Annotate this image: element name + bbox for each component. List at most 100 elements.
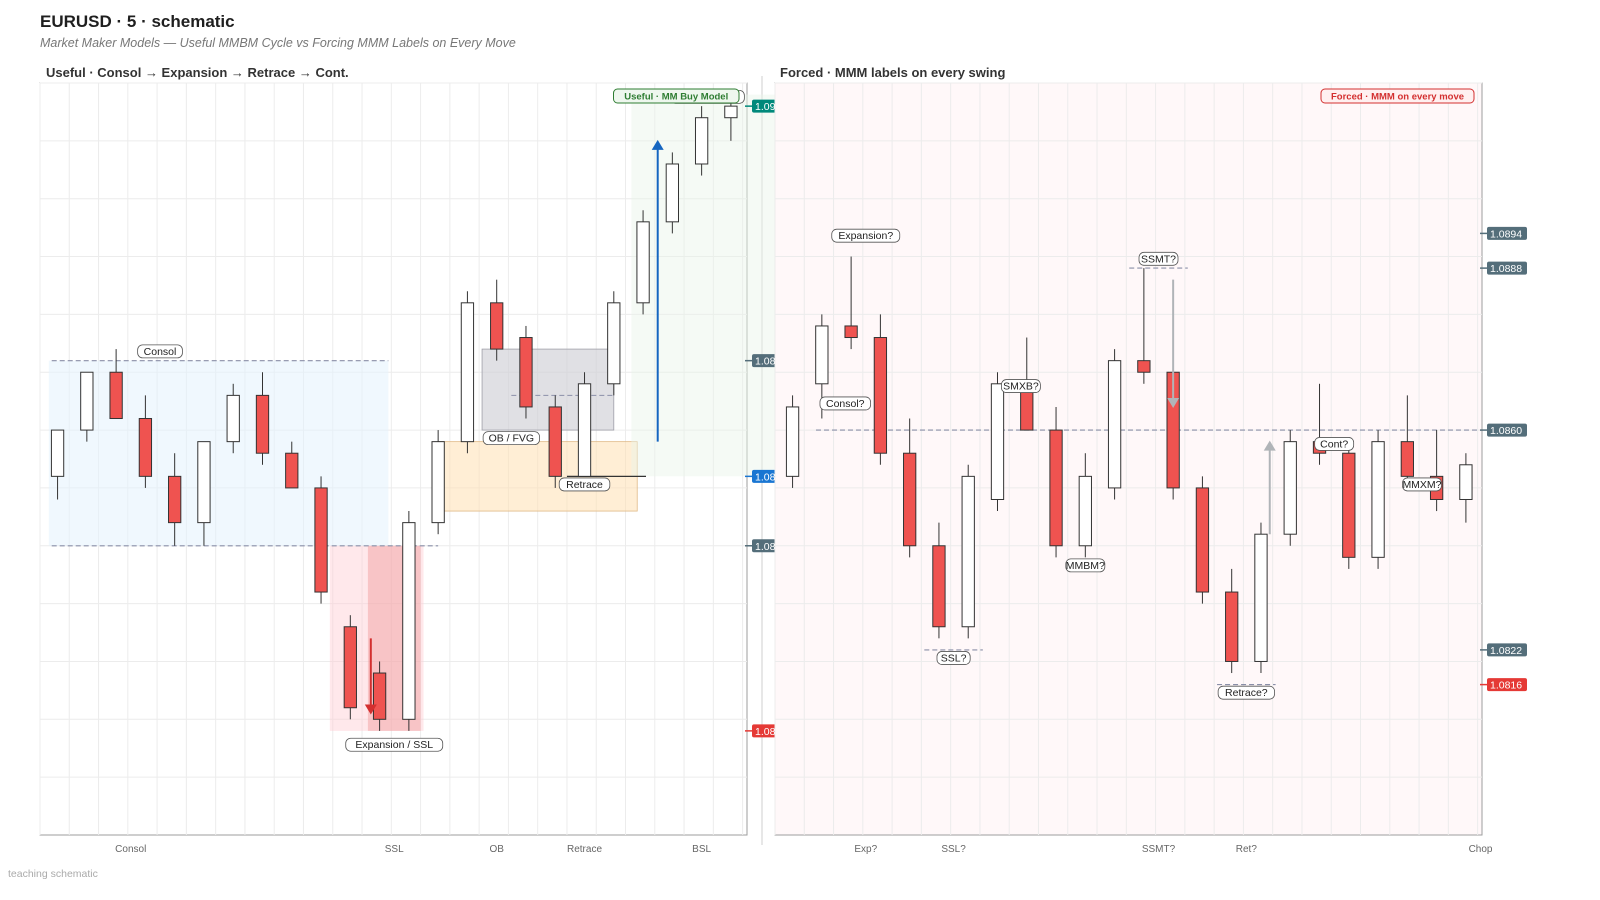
arrow-head: [1263, 440, 1276, 451]
annotation-text: SSL?: [941, 652, 967, 664]
annotation-label: SSL?: [936, 651, 971, 665]
candle-body-bear: [844, 325, 858, 339]
candle-body-bear: [1195, 487, 1210, 593]
annotation-text: Consol?: [826, 398, 865, 410]
candle-body-bull: [961, 475, 975, 628]
page-title: EURUSD · 5 · schematic: [40, 12, 235, 31]
price-tag-label: 1.0888: [1490, 263, 1522, 275]
candle: [372, 661, 387, 731]
annotation-label: Retrace: [558, 477, 611, 492]
candle-body-bear: [109, 371, 123, 420]
price-tag: 1.0888: [1480, 261, 1527, 275]
candle-body-bull: [577, 383, 592, 477]
annotation-box: [1314, 437, 1355, 451]
arrow-head: [1167, 397, 1180, 408]
candle-body-bear: [932, 545, 946, 628]
x-tick-label: Consol: [115, 844, 146, 855]
price-tag: 1.0860: [1480, 423, 1527, 437]
candle-body-bear: [138, 418, 153, 477]
price-tag: 1.0822: [1480, 643, 1527, 657]
right-panel-title: Forced · MMM labels on every swing: [780, 65, 1005, 80]
candle-body-bull: [607, 302, 621, 385]
candle: [1459, 453, 1473, 523]
annotation-text: SMXB?: [1003, 381, 1039, 393]
candle-body-bull: [80, 371, 94, 431]
price-tag-box: [1487, 226, 1527, 240]
candle-body-bull: [1078, 475, 1092, 547]
annotation-text: Expansion / SSL: [355, 739, 433, 751]
candle: [932, 522, 946, 639]
annotation-box: [558, 477, 611, 492]
annotation-box: [137, 344, 183, 359]
candle: [226, 383, 240, 454]
annotation-text: OB / FVG: [489, 433, 535, 445]
candle-body-bear: [1137, 360, 1151, 373]
annotation-box: [1402, 477, 1442, 492]
candle-body-bear: [168, 475, 182, 524]
annotation-label: SMXB?: [1001, 379, 1041, 393]
price-tag-label: 1.0894: [1490, 228, 1522, 240]
price-tag-box: [1487, 423, 1527, 437]
candle-body-bull: [990, 383, 1005, 500]
annotation-box: [1138, 251, 1179, 266]
candle: [1283, 430, 1297, 546]
candle-body-bear: [314, 487, 328, 593]
arrow-head: [364, 704, 377, 715]
candle: [168, 453, 182, 546]
badge-text: Useful · MM Buy Model: [624, 92, 728, 103]
candle-body-bear: [372, 672, 387, 720]
price-tag-box: [1487, 261, 1527, 275]
candle: [138, 395, 153, 488]
annotation-text: Retrace: [566, 479, 603, 491]
annotation-text: MMXM?: [1402, 479, 1441, 491]
annotation-box: [936, 651, 971, 665]
x-tick-label: SSL?: [941, 844, 966, 855]
candle: [1078, 453, 1092, 558]
page-subtitle: Market Maker Models — Useful MMBM Cycle …: [40, 36, 516, 50]
candle: [197, 441, 211, 546]
candle: [1195, 476, 1210, 604]
candle-body-bull: [402, 522, 416, 720]
candle: [607, 291, 621, 396]
candle-body-bear: [1342, 452, 1356, 558]
model-badge: Useful · MM Buy Model: [613, 88, 740, 104]
ob-zone: [481, 348, 615, 431]
arrow: [651, 139, 664, 442]
plot-frame: [774, 82, 1483, 836]
candle-body-bear: [1225, 591, 1239, 662]
consol-zone: [48, 360, 389, 546]
candle-body-bull: [431, 441, 445, 524]
annotation-label: MMBM?: [1065, 558, 1106, 573]
candle-body-bull: [1283, 441, 1297, 535]
candle: [1049, 406, 1063, 558]
candle: [873, 314, 888, 465]
annotation-box: [1001, 379, 1041, 393]
price-tag: 1.0894: [1480, 226, 1527, 240]
candle-body-bull: [1459, 464, 1473, 500]
candle: [1400, 395, 1414, 488]
x-tick-label: OB: [489, 844, 504, 855]
footer-note: teaching schematic: [8, 868, 98, 880]
candle: [694, 106, 709, 176]
candle-body-bear: [1049, 429, 1063, 547]
annotation-text: Consol: [144, 346, 177, 358]
price-tag-label: 1.0860: [1490, 425, 1522, 437]
candle: [460, 291, 475, 454]
price-tag-box: [1487, 643, 1527, 657]
candle-body-bull: [460, 302, 475, 443]
badge-box: [613, 88, 740, 104]
candle: [402, 511, 416, 731]
annotation-label: OB / FVG: [482, 431, 540, 446]
candle: [1342, 441, 1356, 569]
annotation-box: [345, 737, 444, 752]
candle: [844, 256, 858, 350]
price-tag-label: 1.0816: [1490, 680, 1522, 692]
candle-body-bull: [226, 394, 240, 443]
arrow-head: [651, 139, 664, 150]
annotation-text: SSMT?: [1141, 253, 1176, 265]
x-tick-label: SSL: [385, 844, 404, 855]
annotation-text: Cont?: [1320, 438, 1348, 450]
candle: [990, 372, 1005, 512]
candle: [343, 615, 357, 720]
